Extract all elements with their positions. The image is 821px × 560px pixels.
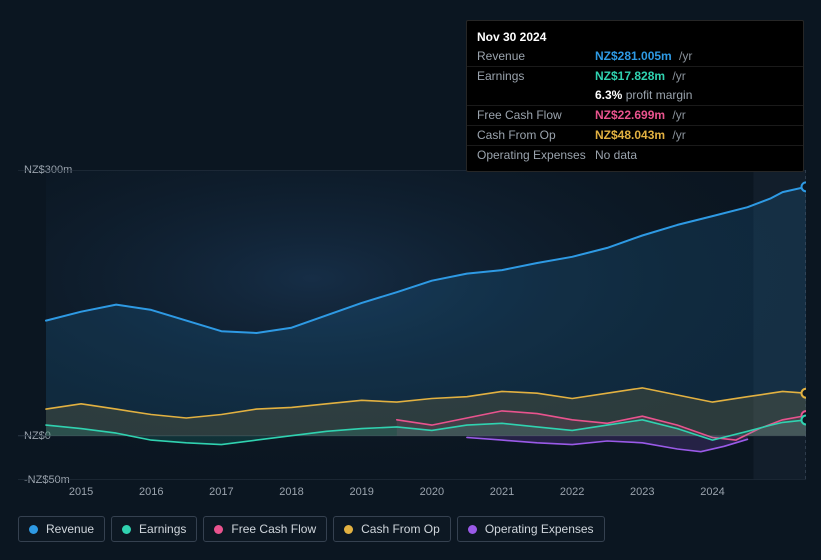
legend-label: Earnings <box>139 522 186 536</box>
legend-label: Operating Expenses <box>485 522 594 536</box>
tooltip-label: Operating Expenses <box>477 148 595 163</box>
tooltip-suffix: /yr <box>676 49 693 63</box>
chart-tooltip: Nov 30 2024 RevenueNZ$281.005m /yrEarnin… <box>466 20 804 172</box>
tooltip-row-revenue: RevenueNZ$281.005m /yr <box>467 47 803 66</box>
legend-item-opex[interactable]: Operating Expenses <box>457 516 605 542</box>
tooltip-row-opex: Operating ExpensesNo data <box>467 145 803 165</box>
x-tick-label: 2024 <box>700 486 724 498</box>
legend-item-cfo[interactable]: Cash From Op <box>333 516 451 542</box>
financial-chart: NZ$300mNZ$0-NZ$50m 201520162017201820192… <box>18 160 806 540</box>
tooltip-subrow-earnings: 6.3% profit margin <box>467 86 803 105</box>
x-tick-label: 2018 <box>279 486 303 498</box>
tooltip-value: NZ$281.005m /yr <box>595 49 692 64</box>
x-tick-label: 2020 <box>420 486 444 498</box>
tooltip-label: Cash From Op <box>477 128 595 143</box>
tooltip-row-earnings: EarningsNZ$17.828m /yr <box>467 66 803 86</box>
chart-legend: Revenue Earnings Free Cash Flow Cash From O… <box>18 516 605 542</box>
tooltip-label: Revenue <box>477 49 595 64</box>
tooltip-label: Free Cash Flow <box>477 108 595 123</box>
tooltip-suffix: /yr <box>669 108 686 122</box>
legend-label: Cash From Op <box>361 522 440 536</box>
legend-label: Revenue <box>46 522 94 536</box>
x-tick-label: 2015 <box>69 486 93 498</box>
tooltip-suffix: /yr <box>669 69 686 83</box>
tooltip-row-fcf: Free Cash FlowNZ$22.699m /yr <box>467 105 803 125</box>
tooltip-label: Earnings <box>477 69 595 84</box>
legend-item-earnings[interactable]: Earnings <box>111 516 197 542</box>
x-tick-label: 2021 <box>490 486 514 498</box>
x-tick-label: 2017 <box>209 486 233 498</box>
chart-svg[interactable] <box>18 170 806 480</box>
legend-item-revenue[interactable]: Revenue <box>18 516 105 542</box>
legend-swatch-icon <box>468 525 477 534</box>
tooltip-value: No data <box>595 148 637 163</box>
x-tick-label: 2016 <box>139 486 163 498</box>
tooltip-row-cfo: Cash From OpNZ$48.043m /yr <box>467 125 803 145</box>
x-tick-label: 2023 <box>630 486 654 498</box>
legend-swatch-icon <box>214 525 223 534</box>
legend-swatch-icon <box>344 525 353 534</box>
x-tick-label: 2022 <box>560 486 584 498</box>
tooltip-date: Nov 30 2024 <box>467 27 803 47</box>
tooltip-value: NZ$48.043m /yr <box>595 128 686 143</box>
legend-swatch-icon <box>29 525 38 534</box>
legend-item-fcf[interactable]: Free Cash Flow <box>203 516 327 542</box>
legend-swatch-icon <box>122 525 131 534</box>
tooltip-value: NZ$17.828m /yr <box>595 69 686 84</box>
x-tick-label: 2019 <box>349 486 373 498</box>
tooltip-subvalue: 6.3% profit margin <box>595 88 692 103</box>
tooltip-value: NZ$22.699m /yr <box>595 108 686 123</box>
legend-label: Free Cash Flow <box>231 522 316 536</box>
tooltip-suffix: /yr <box>669 128 686 142</box>
x-axis-labels: 2015 2016 2017 2018 2019 2020 2021 2022 2023 2024 <box>46 486 806 502</box>
tooltip-rows: RevenueNZ$281.005m /yrEarningsNZ$17.828m… <box>467 47 803 165</box>
